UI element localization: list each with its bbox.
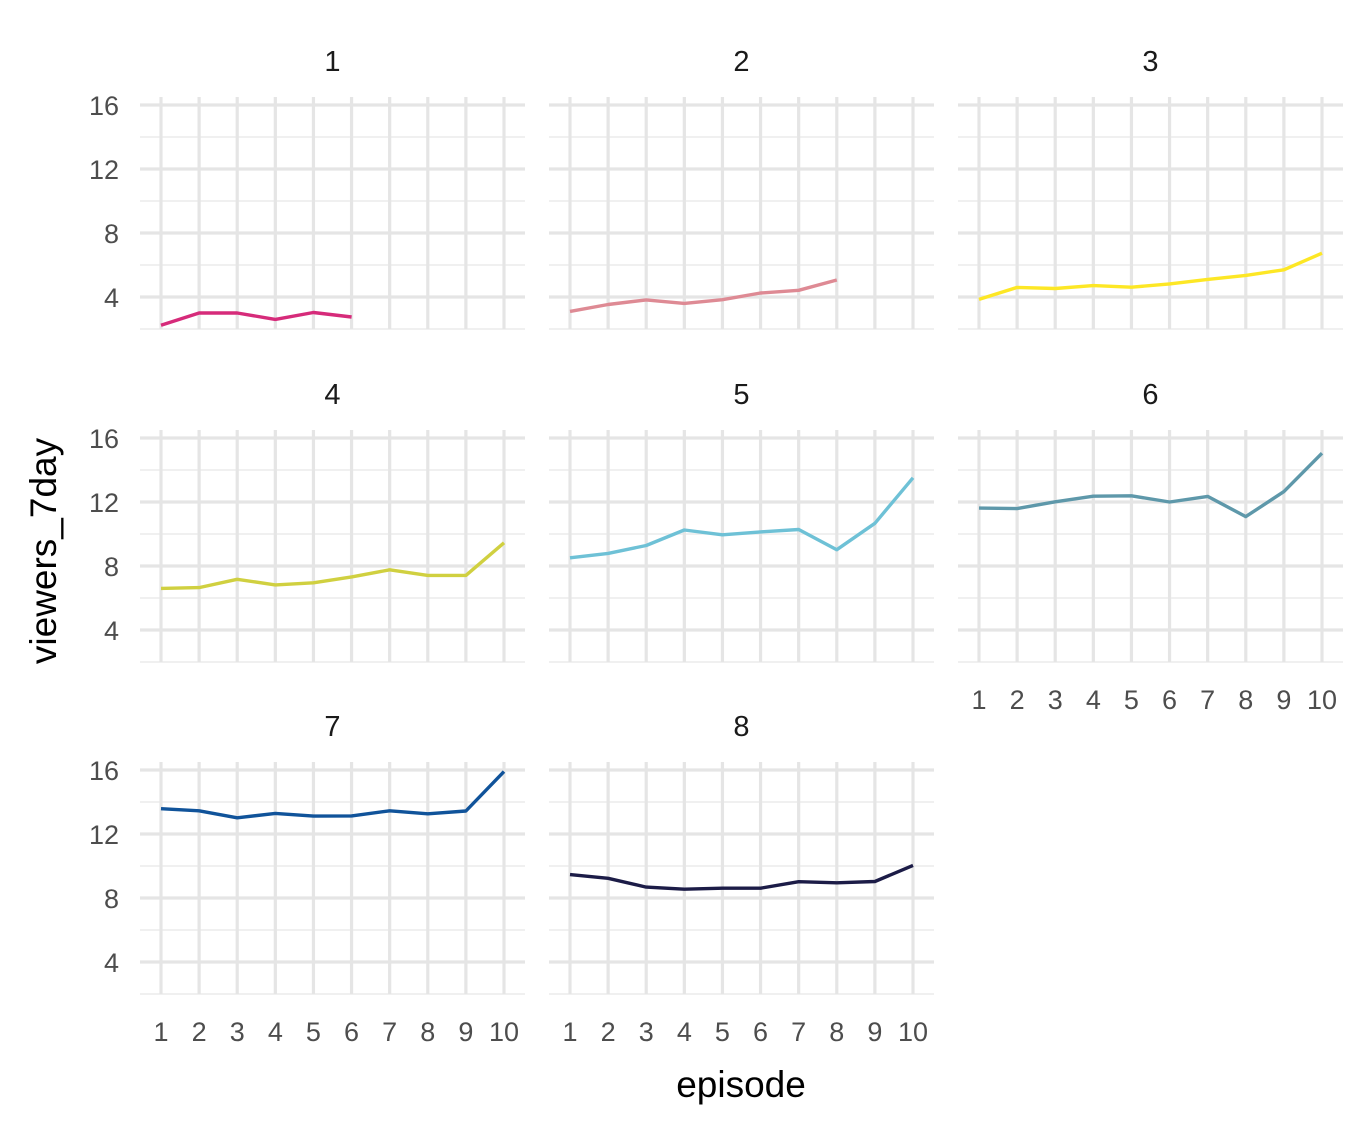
series-line-2 <box>569 278 838 314</box>
x-tick-label-2: 2 <box>601 1017 616 1047</box>
x-tick-label-5: 5 <box>1124 685 1139 715</box>
facet-strip-label: 2 <box>733 46 749 78</box>
x-tick-label-3: 3 <box>639 1017 654 1047</box>
facet-panel-6: 61 2 3 4 5 6 7 8 9 10 <box>958 379 1343 715</box>
x-tick-label-8: 8 <box>829 1017 844 1047</box>
x-tick-label-1: 1 <box>153 1017 168 1047</box>
facet-strip-label: 8 <box>733 711 749 743</box>
x-tick-label-7: 7 <box>382 1017 397 1047</box>
x-tick-label-9: 9 <box>867 1017 882 1047</box>
series-line-6 <box>978 452 1324 519</box>
facet-strip-label: 3 <box>1142 46 1158 78</box>
x-tick-label-3: 3 <box>1048 685 1063 715</box>
y-tick-label-8: 8 <box>104 219 119 249</box>
y-tick-label-8: 8 <box>104 884 119 914</box>
series-line-4 <box>160 541 506 591</box>
y-tick-label-4: 4 <box>104 948 119 978</box>
x-tick-label-1: 1 <box>562 1017 577 1047</box>
facet-strip-label: 4 <box>324 379 340 411</box>
series-line-1 <box>160 310 352 327</box>
y-tick-label-16: 16 <box>89 424 119 454</box>
x-tick-label-10: 10 <box>489 1017 519 1047</box>
y-tick-label-12: 12 <box>89 820 119 850</box>
x-tick-label-10: 10 <box>1307 685 1337 715</box>
facet-panel-2: 2 <box>549 46 934 330</box>
x-tick-label-9: 9 <box>458 1017 473 1047</box>
y-tick-label-4: 4 <box>104 283 119 313</box>
x-tick-label-8: 8 <box>1238 685 1253 715</box>
x-tick-label-1: 1 <box>971 685 986 715</box>
x-tick-label-6: 6 <box>753 1017 768 1047</box>
x-tick-label-7: 7 <box>791 1017 806 1047</box>
x-tick-label-8: 8 <box>420 1017 435 1047</box>
facet-strip-label: 7 <box>324 711 340 743</box>
y-tick-label-16: 16 <box>89 756 119 786</box>
facet-strip-label: 6 <box>1142 379 1158 411</box>
x-tick-label-3: 3 <box>230 1017 245 1047</box>
facet-panel-3: 3 <box>958 46 1343 330</box>
x-tick-label-4: 4 <box>677 1017 692 1047</box>
facet-panel-4: 4 4 8 12 16 <box>89 379 525 663</box>
x-tick-label-10: 10 <box>898 1017 928 1047</box>
facet-panel-8: 81 2 3 4 5 6 7 8 9 10 <box>549 711 934 1047</box>
facet-strip-label: 5 <box>733 379 749 411</box>
y-axis-title: viewers_7day <box>23 437 64 664</box>
x-tick-label-2: 2 <box>1010 685 1025 715</box>
y-tick-label-16: 16 <box>89 91 119 121</box>
series-line-7 <box>160 770 506 820</box>
y-tick-label-12: 12 <box>89 488 119 518</box>
facet-strip-label: 1 <box>324 46 340 78</box>
x-axis-title: episode <box>676 1064 806 1105</box>
x-tick-label-9: 9 <box>1276 685 1291 715</box>
x-tick-label-4: 4 <box>1086 685 1101 715</box>
facet-panel-1: 1 4 8 12 16 <box>89 46 525 330</box>
x-tick-label-4: 4 <box>268 1017 283 1047</box>
x-tick-label-6: 6 <box>1162 685 1177 715</box>
x-tick-label-2: 2 <box>192 1017 207 1047</box>
series-line-5 <box>569 476 915 560</box>
x-tick-label-7: 7 <box>1200 685 1215 715</box>
y-tick-label-8: 8 <box>104 552 119 582</box>
y-tick-label-12: 12 <box>89 155 119 185</box>
facet-panel-5: 5 <box>549 379 934 663</box>
x-tick-label-5: 5 <box>306 1017 321 1047</box>
x-tick-label-5: 5 <box>715 1017 730 1047</box>
y-tick-label-4: 4 <box>104 616 119 646</box>
series-line-8 <box>569 863 914 891</box>
series-line-3 <box>978 251 1323 302</box>
x-tick-label-6: 6 <box>344 1017 359 1047</box>
